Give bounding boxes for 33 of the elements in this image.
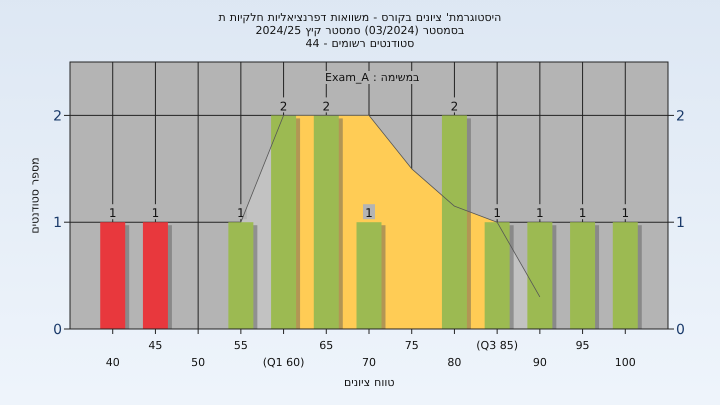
y-axis-title: מספר סטודנטים — [28, 157, 42, 234]
x-axis-title: טווח ציונים — [344, 376, 394, 388]
y-tick-label: 0 — [53, 322, 62, 338]
y-tick-label: 2 — [53, 108, 62, 124]
data-label: 2 — [450, 99, 458, 114]
x-tick-label: 45 — [148, 339, 162, 352]
x-tick-label: 40 — [106, 356, 120, 369]
data-label: 1 — [108, 206, 117, 220]
x-tick-label: (Q1 60) — [262, 356, 304, 369]
data-label: 1 — [152, 206, 160, 220]
chart-title: 'היסטוגרמת ציונים בקורס - משוואות דפרנציאליות חלקיות ת — [218, 10, 502, 24]
data-label: 2 — [322, 99, 330, 114]
x-tick-label: 55 — [234, 339, 248, 352]
y2-tick-label: 2 — [676, 108, 685, 124]
x-tick-label: 100 — [614, 356, 636, 369]
x-tick-label: 70 — [362, 356, 376, 369]
data-label: 2 — [280, 99, 288, 114]
data-label: 1 — [365, 206, 373, 220]
x-tick-label: 95 — [576, 339, 590, 352]
x-tick-label: (Q3 85) — [476, 339, 518, 352]
data-label: 1 — [621, 206, 630, 220]
data-label: 1 — [536, 206, 544, 220]
y-tick-label: 1 — [53, 215, 62, 232]
x-tick-label: 75 — [404, 339, 419, 352]
data-label: 1 — [578, 206, 586, 220]
data-label: 1 — [237, 206, 245, 220]
x-tick-label: 80 — [447, 356, 462, 369]
x-tick-label: 90 — [532, 356, 547, 369]
x-tick-label: 50 — [191, 356, 206, 369]
y2-tick-label: 1 — [676, 215, 685, 232]
data-label: 1 — [493, 206, 501, 220]
y2-tick-label: 0 — [676, 322, 685, 338]
x-tick-label: 65 — [319, 339, 334, 352]
